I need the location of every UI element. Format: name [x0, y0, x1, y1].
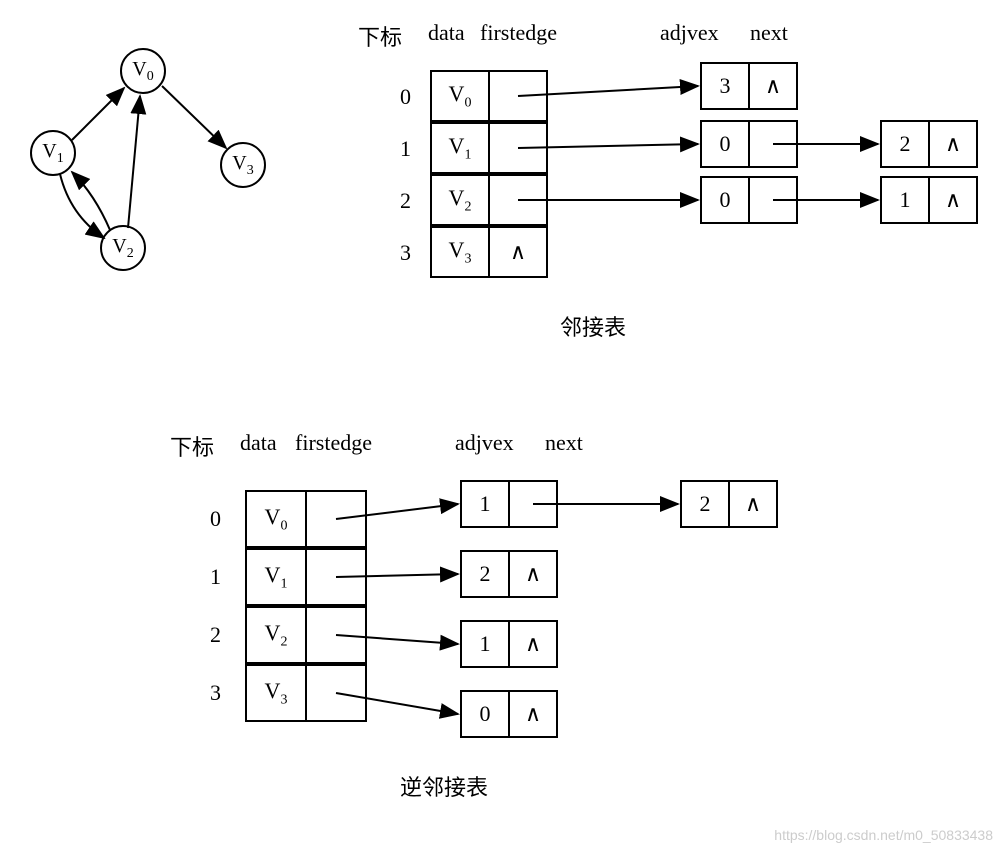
inv-idx-0: 0	[210, 506, 221, 532]
inv-chain-1-0-next: ∧	[508, 550, 558, 598]
adj-firstedge-3: ∧	[488, 226, 548, 278]
inv-chain-0-0-next	[508, 480, 558, 528]
adj-data-1: V1	[430, 122, 490, 174]
graph-node-v2: V2	[100, 225, 146, 271]
bot-header-next: next	[545, 430, 583, 456]
inv-chain-1-0-adjvex: 2	[460, 550, 510, 598]
inv-chain-2-0-next: ∧	[508, 620, 558, 668]
inv-chain-0-1-next: ∧	[728, 480, 778, 528]
bot-header-adjvex: adjvex	[455, 430, 514, 456]
adj-data-2: V2	[430, 174, 490, 226]
watermark: https://blog.csdn.net/m0_50833438	[774, 827, 993, 843]
graph-node-v3: V3	[220, 142, 266, 188]
inv-data-0: V0	[245, 490, 307, 548]
inv-idx-2: 2	[210, 622, 221, 648]
inv-chain-3-0-next: ∧	[508, 690, 558, 738]
graph-node-v0: V0	[120, 48, 166, 94]
adj-firstedge-1	[488, 122, 548, 174]
top-header-index: 下标	[358, 20, 402, 52]
inv-firstedge-0	[305, 490, 367, 548]
adj-chain-1-1-adjvex: 2	[880, 120, 930, 168]
bot-header-data: data	[240, 430, 277, 456]
adj-data-3: V3	[430, 226, 490, 278]
inv-firstedge-2	[305, 606, 367, 664]
inv-data-2: V2	[245, 606, 307, 664]
adj-chain-1-0-adjvex: 0	[700, 120, 750, 168]
adj-chain-0-0-adjvex: 3	[700, 62, 750, 110]
caption-inv: 逆邻接表	[400, 770, 488, 802]
inv-firstedge-1	[305, 548, 367, 606]
adj-chain-1-0-next	[748, 120, 798, 168]
adj-chain-2-0-adjvex: 0	[700, 176, 750, 224]
top-header-data: data	[428, 20, 465, 46]
top-header-firstedge: firstedge	[480, 20, 557, 46]
top-header-adjvex: adjvex	[660, 20, 719, 46]
adj-chain-0-0-next: ∧	[748, 62, 798, 110]
adj-data-0: V0	[430, 70, 490, 122]
adj-chain-2-0-next	[748, 176, 798, 224]
inv-chain-2-0-adjvex: 1	[460, 620, 510, 668]
adj-idx-2: 2	[400, 188, 411, 214]
inv-idx-1: 1	[210, 564, 221, 590]
adj-chain-2-1-next: ∧	[928, 176, 978, 224]
graph-node-v2-label: V2	[112, 235, 133, 262]
bot-header-firstedge: firstedge	[295, 430, 372, 456]
inv-data-3: V3	[245, 664, 307, 722]
adj-idx-1: 1	[400, 136, 411, 162]
bot-header-index: 下标	[170, 430, 214, 462]
graph-node-v0-label: V0	[132, 58, 153, 85]
graph-node-v1-label: V1	[42, 140, 63, 167]
inv-firstedge-3	[305, 664, 367, 722]
adj-firstedge-2	[488, 174, 548, 226]
adj-chain-2-1-adjvex: 1	[880, 176, 930, 224]
inv-chain-3-0-adjvex: 0	[460, 690, 510, 738]
caption-adj: 邻接表	[560, 310, 626, 342]
adj-chain-1-1-next: ∧	[928, 120, 978, 168]
top-header-next: next	[750, 20, 788, 46]
inv-data-1: V1	[245, 548, 307, 606]
inv-chain-0-0-adjvex: 1	[460, 480, 510, 528]
adj-idx-0: 0	[400, 84, 411, 110]
inv-idx-3: 3	[210, 680, 221, 706]
graph-node-v1: V1	[30, 130, 76, 176]
adj-firstedge-0	[488, 70, 548, 122]
inv-chain-0-1-adjvex: 2	[680, 480, 730, 528]
graph-node-v3-label: V3	[232, 152, 253, 179]
adj-idx-3: 3	[400, 240, 411, 266]
